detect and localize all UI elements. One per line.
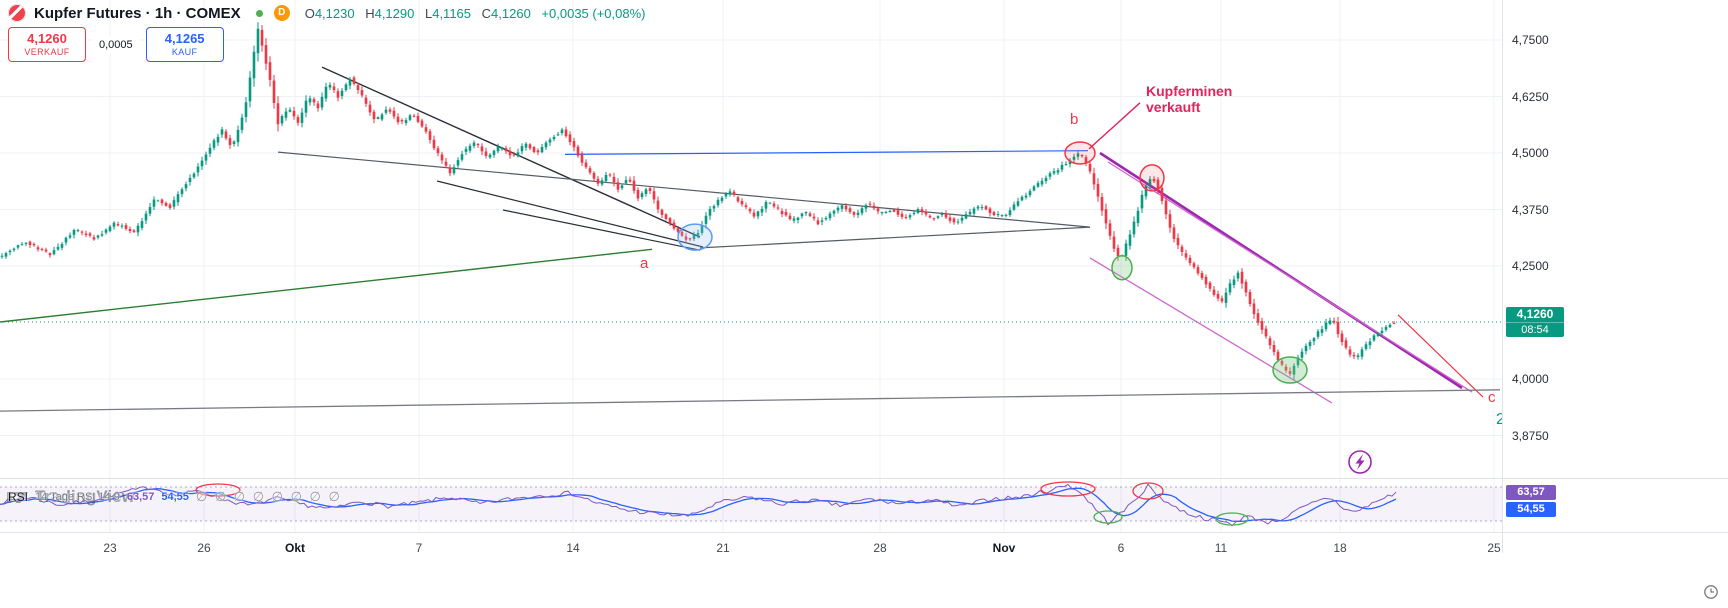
trendline-purple-downtrend[interactable] bbox=[1099, 151, 1463, 390]
rsi-ma-value: 54,55 bbox=[161, 491, 189, 503]
session-clock-icon[interactable] bbox=[1703, 584, 1719, 600]
rsi-title[interactable]: RSI bbox=[8, 490, 29, 504]
trendline-long-resistance[interactable] bbox=[277, 151, 1091, 228]
sell-price: 4,1260 bbox=[27, 31, 67, 46]
time-tick-label: 7 bbox=[415, 541, 423, 555]
lightning-icon[interactable] bbox=[1348, 450, 1372, 474]
buy-label: KAUF bbox=[171, 47, 198, 57]
candles bbox=[0, 22, 1396, 380]
rsi-ellipse-drawing[interactable] bbox=[195, 483, 241, 497]
time-tick-label: Nov bbox=[992, 541, 1016, 555]
price-tick-label: 3,8750 bbox=[1512, 429, 1549, 443]
sell-button[interactable]: 4,1260 VERKAUF bbox=[8, 27, 86, 62]
watermark-text: TradingView bbox=[35, 487, 135, 506]
wave-label-b[interactable]: b bbox=[1070, 111, 1078, 128]
svg-text:verkauft: verkauft bbox=[1146, 99, 1201, 115]
time-tick-label: 28 bbox=[873, 541, 887, 555]
trendline-drawings[interactable] bbox=[0, 66, 1501, 412]
rsi-indicator-legend: RSI 14 Tage RSI 14 9 63,57 54,55 ∅ ∅ ∅ ∅… bbox=[8, 489, 342, 505]
trendline-channel-upper[interactable] bbox=[699, 226, 1091, 249]
sell-label: VERKAUF bbox=[24, 47, 70, 57]
ohlc-close-label: C bbox=[481, 5, 492, 21]
rsi-pane bbox=[0, 481, 1502, 527]
price-tick-label: 4,0000 bbox=[1512, 372, 1549, 386]
price-tick-label: 4,3750 bbox=[1512, 203, 1549, 217]
trendline-wedge-lower-2[interactable] bbox=[502, 209, 701, 251]
time-tick-label: 25 bbox=[1487, 541, 1501, 555]
trendline-blue-resistance[interactable] bbox=[564, 150, 1089, 155]
trendline-red-line-to-c[interactable] bbox=[1397, 314, 1484, 398]
price-tick-label: 4,5000 bbox=[1512, 146, 1549, 160]
price-tick-label: 4,6250 bbox=[1512, 90, 1549, 104]
time-tick-label: 18 bbox=[1333, 541, 1347, 555]
price-tick-label: 4,7500 bbox=[1512, 33, 1549, 47]
ellipse-drawings[interactable] bbox=[677, 141, 1308, 384]
wave-label-2[interactable]: 2 bbox=[1496, 411, 1502, 428]
ohlc-change-value: +0,0035 (+0,08%) bbox=[541, 5, 646, 21]
svg-text:Kupferminen: Kupferminen bbox=[1146, 83, 1232, 99]
ohlc-open-value: 4,1230 bbox=[314, 5, 355, 21]
bar-countdown: 08:54 bbox=[1506, 322, 1564, 337]
price-axis[interactable]: 4,7500 4,6250 4,5000 4,3750 4,2500 4,0000 3,87… bbox=[1502, 0, 1728, 532]
trendline-bottom-support[interactable] bbox=[0, 389, 1501, 412]
time-tick-label: 23 bbox=[103, 541, 117, 555]
wave-label-a[interactable]: a bbox=[640, 255, 649, 272]
trendline-wedge-lower-1[interactable] bbox=[436, 180, 704, 248]
trendline-pink-channel-lower[interactable] bbox=[1089, 257, 1333, 404]
rsi-value: 63,57 bbox=[126, 491, 155, 503]
current-price-badge: 4,1260 08:54 bbox=[1506, 307, 1564, 337]
price-tick-label: 4,2500 bbox=[1512, 259, 1549, 273]
symbol-title[interactable]: Kupfer Futures · 1h · COMEX bbox=[34, 4, 241, 22]
ohlc-high-label: H bbox=[365, 5, 375, 21]
axis-corner-divider bbox=[1502, 533, 1503, 553]
symbol-legend: Kupfer Futures · 1h · COMEX D O4,1230 H4… bbox=[8, 3, 646, 23]
rsi-ellipse-drawing[interactable] bbox=[1040, 481, 1096, 497]
drawing-circle-b2[interactable] bbox=[1139, 164, 1165, 192]
time-tick-label: 6 bbox=[1117, 541, 1125, 555]
ohlc-open-label: O bbox=[304, 5, 315, 21]
drawing-circle-b[interactable] bbox=[1064, 141, 1096, 165]
time-tick-label: 21 bbox=[716, 541, 730, 555]
drawing-circle-pullback[interactable] bbox=[1111, 255, 1133, 281]
time-tick-label: 11 bbox=[1214, 541, 1228, 555]
ohlc-low-label: L bbox=[424, 5, 433, 21]
tradingview-logo-icon bbox=[7, 492, 28, 503]
time-tick-label: Okt bbox=[284, 541, 305, 555]
tradingview-watermark: TradingView bbox=[6, 487, 135, 507]
rsi-ellipse-drawing[interactable] bbox=[1132, 482, 1164, 500]
rsi-line bbox=[0, 483, 1397, 527]
drawing-circle-a[interactable] bbox=[677, 223, 713, 251]
rsi-params: 14 Tage RSI 14 9 bbox=[35, 491, 120, 503]
symbol-logo-icon bbox=[8, 4, 26, 22]
spread-value: 0,0005 bbox=[92, 36, 140, 53]
ohlc-low-value: 4,1165 bbox=[432, 5, 472, 21]
current-price-value: 4,1260 bbox=[1516, 307, 1554, 321]
ohlc-high-value: 4,1290 bbox=[374, 5, 415, 21]
market-open-dot-icon bbox=[255, 9, 263, 17]
rsi-value-badge: 63,57 bbox=[1506, 485, 1556, 500]
delayed-data-icon[interactable]: D bbox=[273, 5, 290, 21]
rsi-ellipse-drawing[interactable] bbox=[1215, 512, 1249, 526]
time-tick-label: 14 bbox=[566, 541, 580, 555]
grid-lines bbox=[0, 0, 1502, 532]
indicator-empty-icons[interactable]: ∅ ∅ ∅ ∅ ∅ ∅ ∅ ∅ bbox=[195, 489, 342, 504]
time-axis[interactable]: 23 26 Okt 7 14 21 28 Nov 6 11 18 25 bbox=[0, 532, 1728, 608]
trendline-pink-downtrend[interactable] bbox=[1107, 161, 1473, 393]
wave-label-c[interactable]: c bbox=[1488, 389, 1496, 406]
order-panel: 4,1260 VERKAUF 0,0005 4,1265 KAUF bbox=[8, 27, 224, 62]
ohlc-values: O4,1230 H4,1290 L4,1165 C4,1260 +0,0035 … bbox=[298, 6, 646, 21]
rsi-ma-line bbox=[0, 487, 1397, 522]
drawing-circle-low[interactable] bbox=[1272, 356, 1308, 384]
trendline-green-support[interactable] bbox=[0, 248, 653, 323]
time-tick-label: 26 bbox=[197, 541, 211, 555]
buy-price: 4,1265 bbox=[164, 31, 205, 46]
rsi-ellipse-drawing[interactable] bbox=[1093, 510, 1123, 524]
pane-divider[interactable] bbox=[0, 478, 1728, 479]
buy-button[interactable]: 4,1265 KAUF bbox=[145, 27, 224, 62]
rsi-value-badge: 54,55 bbox=[1506, 502, 1556, 517]
ohlc-close-value: 4,1260 bbox=[491, 5, 531, 21]
